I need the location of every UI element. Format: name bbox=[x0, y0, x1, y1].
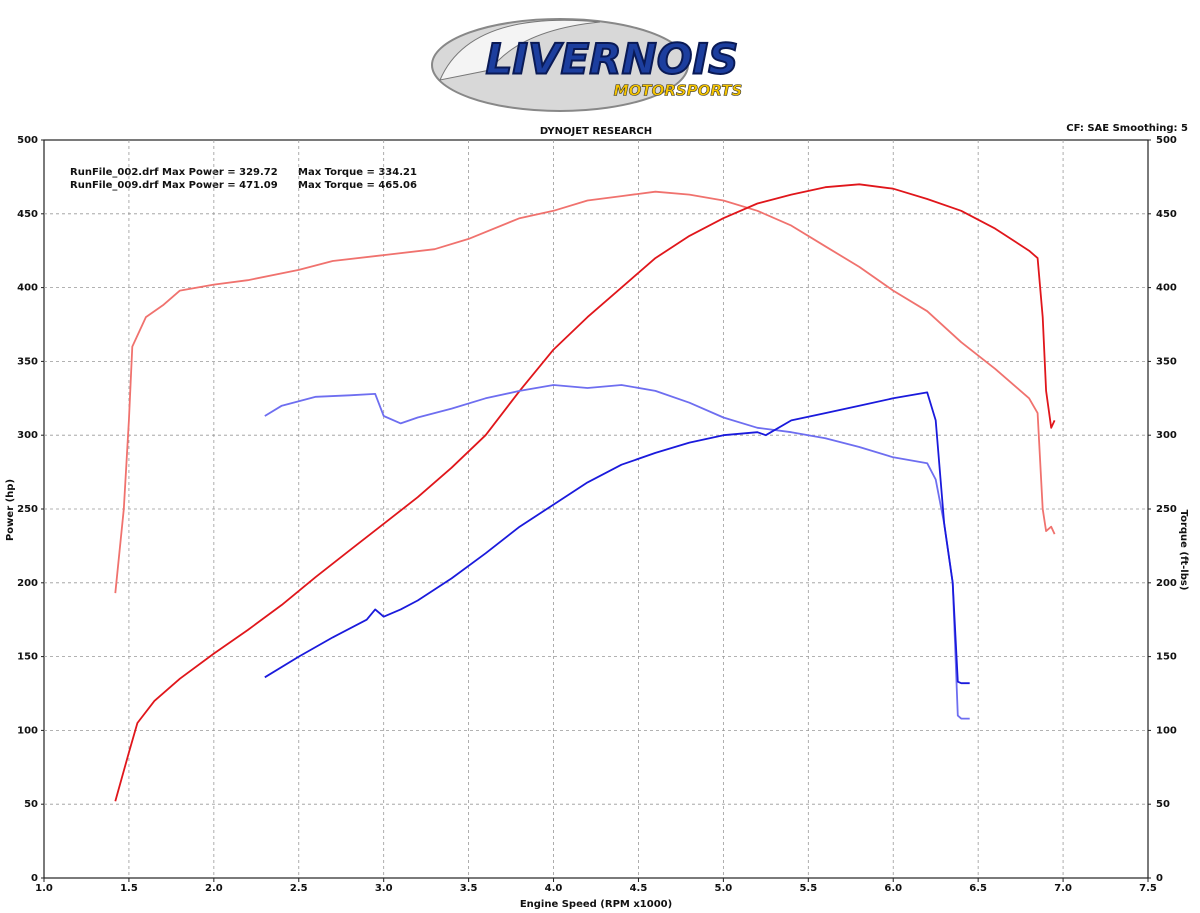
y2-tick-label: 400 bbox=[1156, 283, 1177, 294]
x-tick-label: 1.0 bbox=[35, 883, 53, 894]
annotation: Max Torque = 334.21 bbox=[298, 167, 417, 178]
y-tick-label: 50 bbox=[24, 799, 38, 810]
x-tick-label: 2.5 bbox=[290, 883, 308, 894]
y-tick-label: 250 bbox=[17, 504, 38, 515]
y-tick-label: 400 bbox=[17, 283, 38, 294]
chart-subtitle: CF: SAE Smoothing: 5 bbox=[1066, 123, 1188, 134]
y-tick-label: 200 bbox=[17, 578, 38, 589]
x-tick-label: 6.5 bbox=[969, 883, 987, 894]
logo-text: LIVERNOIS bbox=[486, 35, 739, 84]
x-tick-label: 3.0 bbox=[375, 883, 393, 894]
x-tick-label: 3.5 bbox=[460, 883, 478, 894]
y2-tick-label: 250 bbox=[1156, 504, 1177, 515]
series-line bbox=[264, 384, 970, 720]
y-tick-label: 350 bbox=[17, 356, 38, 367]
y2-axis-label: Torque (ft-lbs) bbox=[1178, 510, 1189, 591]
y-tick-label: 300 bbox=[17, 430, 38, 441]
x-tick-label: 7.0 bbox=[1054, 883, 1072, 894]
y-tick-label: 500 bbox=[17, 135, 38, 146]
x-tick-label: 4.5 bbox=[630, 883, 648, 894]
series-line bbox=[264, 391, 970, 685]
y2-tick-label: 500 bbox=[1156, 135, 1177, 146]
annotation: Max Torque = 465.06 bbox=[298, 180, 417, 191]
x-tick-label: 6.0 bbox=[884, 883, 902, 894]
y2-tick-label: 200 bbox=[1156, 578, 1177, 589]
annotation: RunFile_002.drf Max Power = 329.72 bbox=[70, 167, 278, 178]
series-line bbox=[114, 190, 1056, 594]
y2-tick-label: 300 bbox=[1156, 430, 1177, 441]
chart-title: DYNOJET RESEARCH bbox=[540, 126, 652, 137]
x-tick-label: 2.0 bbox=[205, 883, 223, 894]
x-tick-label: 5.5 bbox=[799, 883, 817, 894]
x-tick-label: 7.5 bbox=[1139, 883, 1157, 894]
x-tick-label: 5.0 bbox=[715, 883, 733, 894]
y2-tick-label: 350 bbox=[1156, 356, 1177, 367]
y-tick-label: 100 bbox=[17, 725, 38, 736]
x-tick-label: 4.0 bbox=[545, 883, 563, 894]
y2-tick-label: 50 bbox=[1156, 799, 1170, 810]
series-line bbox=[114, 183, 1056, 802]
y2-tick-label: 0 bbox=[1156, 873, 1163, 884]
y-axis-label: Power (hp) bbox=[5, 479, 16, 541]
y2-tick-label: 100 bbox=[1156, 725, 1177, 736]
y-tick-label: 450 bbox=[17, 209, 38, 220]
x-axis-label: Engine Speed (RPM x1000) bbox=[520, 899, 672, 910]
logo-subtext: MOTORSPORTS bbox=[614, 82, 743, 100]
y-tick-label: 0 bbox=[31, 873, 38, 884]
y2-tick-label: 150 bbox=[1156, 652, 1177, 663]
logo: LIVERNOIS MOTORSPORTS bbox=[431, 18, 743, 112]
x-tick-label: 1.5 bbox=[120, 883, 138, 894]
y2-tick-label: 450 bbox=[1156, 209, 1177, 220]
annotation: RunFile_009.drf Max Power = 471.09 bbox=[70, 180, 278, 191]
y-tick-label: 150 bbox=[17, 652, 38, 663]
logo-swoosh-highlight bbox=[439, 19, 601, 81]
